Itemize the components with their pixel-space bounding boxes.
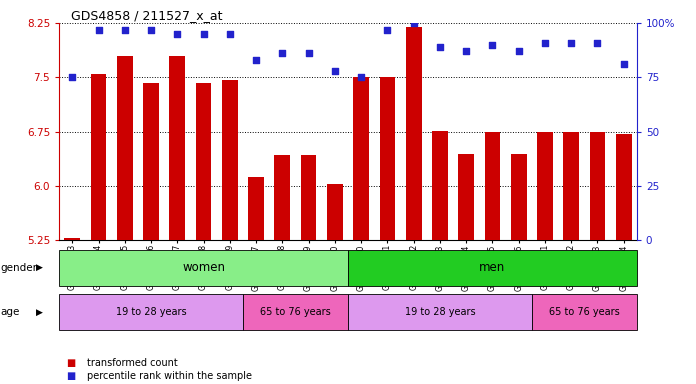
Text: GDS4858 / 211527_x_at: GDS4858 / 211527_x_at [71, 9, 222, 22]
Point [119, 26, 130, 33]
Bar [327, 184, 342, 240]
Bar [532, 294, 637, 330]
Point [618, 61, 629, 67]
Bar [169, 56, 185, 240]
Point [198, 31, 209, 37]
Bar [243, 294, 348, 330]
Bar [59, 294, 243, 330]
Bar [248, 177, 264, 240]
Point [67, 74, 78, 80]
Point [434, 44, 445, 50]
Bar [222, 80, 238, 240]
Bar [458, 154, 474, 240]
Bar [354, 76, 369, 240]
Point [224, 31, 235, 37]
Bar [379, 76, 395, 240]
Point [329, 68, 340, 74]
Point [592, 40, 603, 46]
Text: ■: ■ [66, 358, 75, 368]
Point [172, 31, 183, 37]
Text: 19 to 28 years: 19 to 28 years [116, 307, 187, 317]
Bar [406, 26, 422, 240]
Text: men: men [480, 262, 505, 274]
Text: women: women [182, 262, 225, 274]
Point [145, 26, 157, 33]
Point [408, 20, 419, 26]
Bar [432, 131, 448, 240]
Point [487, 42, 498, 48]
Point [251, 57, 262, 63]
Bar [484, 131, 500, 240]
Text: ▶: ▶ [35, 308, 42, 316]
Bar [511, 154, 527, 240]
Bar [590, 131, 606, 240]
Point [539, 40, 551, 46]
Point [513, 48, 524, 54]
Text: ▶: ▶ [35, 263, 42, 272]
Text: 65 to 76 years: 65 to 76 years [260, 307, 331, 317]
Bar [348, 294, 532, 330]
Text: ■: ■ [66, 371, 75, 381]
Bar [143, 83, 159, 240]
Bar [616, 134, 631, 240]
Bar [65, 238, 80, 240]
Bar [117, 56, 133, 240]
Point [461, 48, 472, 54]
Point [382, 26, 393, 33]
Point [93, 26, 104, 33]
Text: percentile rank within the sample: percentile rank within the sample [87, 371, 252, 381]
Bar [348, 250, 637, 286]
Text: 65 to 76 years: 65 to 76 years [549, 307, 619, 317]
Bar [90, 74, 106, 240]
Bar [196, 83, 212, 240]
Point [303, 50, 314, 56]
Point [277, 50, 288, 56]
Text: gender: gender [1, 263, 38, 273]
Point [356, 74, 367, 80]
Bar [563, 131, 579, 240]
Bar [274, 156, 290, 240]
Point [566, 40, 577, 46]
Text: transformed count: transformed count [87, 358, 177, 368]
Bar [537, 131, 553, 240]
Text: 19 to 28 years: 19 to 28 years [404, 307, 475, 317]
Text: age: age [1, 307, 20, 317]
Bar [59, 250, 348, 286]
Bar [301, 156, 317, 240]
